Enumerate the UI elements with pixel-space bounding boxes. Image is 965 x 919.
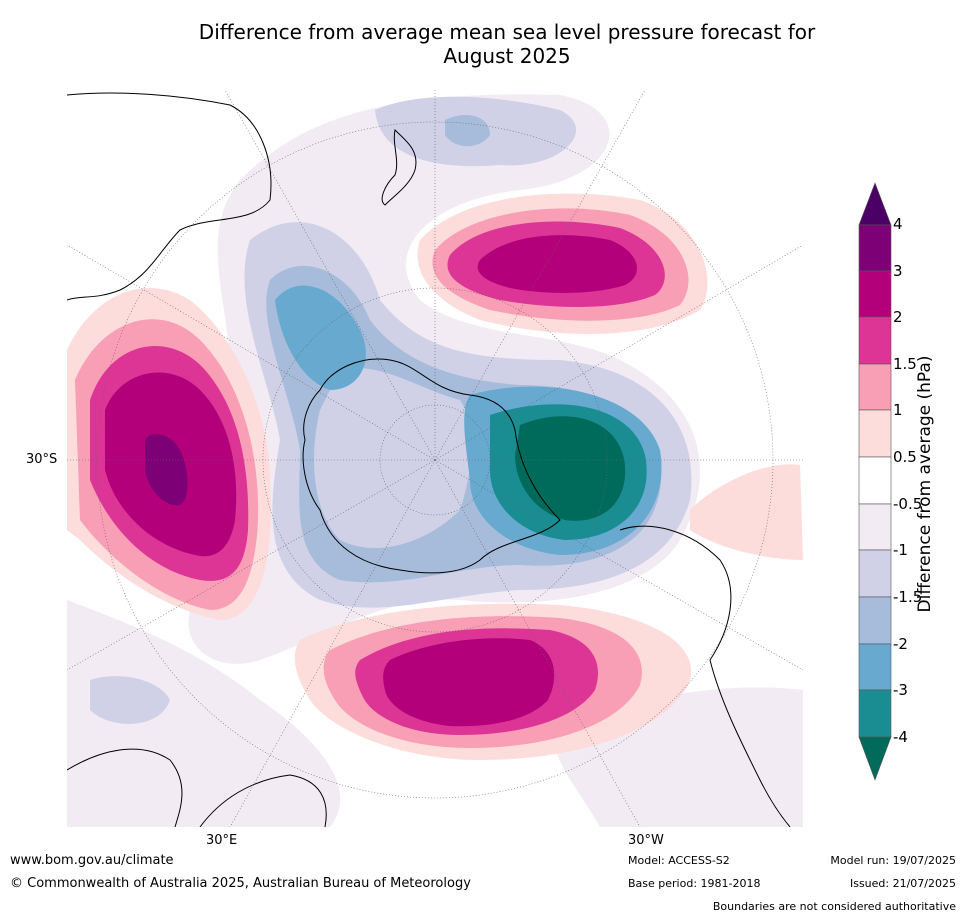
colorbar-tick: -3 [893,681,908,699]
anomaly-neg-4-region [515,416,626,521]
anomaly-neg-1.5-region-nz [445,115,490,147]
colorbar-tick: 0.5 [893,448,917,466]
colorbar [858,182,892,781]
colorbar-tick: 1.5 [893,355,917,373]
colorbar-tick: -1.5 [893,588,923,606]
colorbar-max-arrow [858,182,892,226]
colorbar-bin-2-3 [858,270,892,318]
graticule [67,90,803,827]
lon-30e-label: 30°E [206,833,238,848]
antarctica-coastline [302,358,561,574]
anomaly-pos-2-region-ne [477,235,637,293]
colorbar-tick: -2 [893,635,908,653]
anomaly-pos-2-region-south [383,638,555,727]
model-run-date: Model run: 19/07/2025 [830,854,956,867]
colorbar-tick: 1 [893,401,903,419]
anomaly-neg-0.5-region-sw [67,600,341,827]
anomaly-neg-1-region-sw [90,676,170,724]
copyright-text: © Commonwealth of Australia 2025, Austra… [10,876,471,891]
new-zealand-coastline [381,128,417,206]
colorbar-bin-0.5-1 [858,409,892,458]
coastlines [67,92,791,827]
colorbar-tick: 2 [893,308,903,326]
pressure-anomaly-field [67,90,803,827]
australia-coastline [67,92,272,301]
colorbar-tick: 3 [893,262,903,280]
anomaly-neg-2-region-west [275,285,366,390]
title-line-1: Difference from average mean sea level p… [198,20,816,44]
lon-30w-label: 30°W [628,833,664,848]
colorbar-bin-neg1.5-neg2 [858,596,892,645]
colorbar-bin-neg1-neg1.5 [858,549,892,598]
title-line-2: August 2025 [443,44,571,68]
colorbar-bin-1.5-2 [858,316,892,365]
base-period: Base period: 1981-2018 [628,877,761,890]
website-link[interactable]: www.bom.gov.au/climate [10,853,174,868]
colorbar-bin-neutral [858,456,892,505]
colorbar-bin-neg3-neg4 [858,689,892,738]
africa-coastline [67,748,183,827]
south-america-coastline [619,525,791,827]
issued-date: Issued: 21/07/2025 [849,877,956,890]
colorbar-bin-3-4 [858,224,892,272]
anomaly-pos-3-region-west [145,434,188,506]
antarctic-interior [314,367,472,549]
southern-africa-coastline [199,774,327,827]
colorbar-bin-1-1.5 [858,363,892,411]
colorbar-tick: -4 [893,728,908,746]
colorbar-tick: -0.5 [893,495,923,513]
colorbar-bin-neg2-neg3 [858,643,892,691]
colorbar-tick: -1 [893,541,908,559]
boundary-disclaimer: Boundaries are not considered authoritat… [712,900,956,913]
colorbar-min-arrow [858,736,892,781]
colorbar-label: Difference from average (hPa) [915,355,935,613]
anomaly-pos-0.5-region-east [690,464,803,560]
colorbar-bin-neg0.5-neg1 [858,503,892,551]
chart-title: Difference from average mean sea level p… [0,20,965,68]
colorbar-tick: 4 [893,215,903,233]
model-name: Model: ACCESS-S2 [628,854,730,867]
lat-30s-label: 30°S [26,452,58,467]
